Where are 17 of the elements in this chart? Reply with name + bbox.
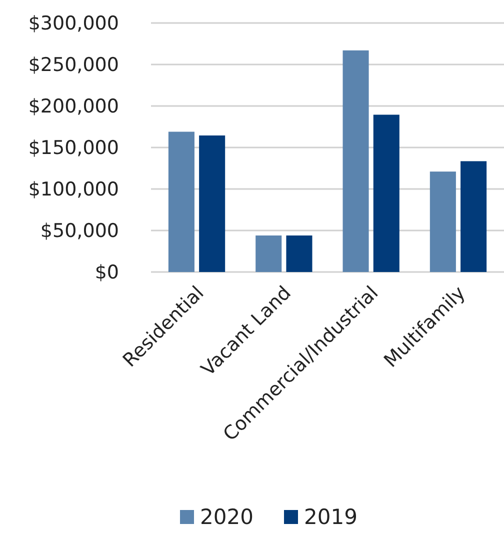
bar xyxy=(342,50,369,272)
y-tick-label: $300,000 xyxy=(28,12,119,35)
y-tick-label: $50,000 xyxy=(40,220,119,242)
legend-label: 2020 xyxy=(200,505,254,529)
bar xyxy=(460,161,487,272)
bar xyxy=(286,235,312,272)
bar xyxy=(373,114,400,272)
bar xyxy=(430,172,456,272)
y-tick-label: $200,000 xyxy=(28,96,119,118)
y-tick-label: $150,000 xyxy=(28,137,119,160)
y-tick-label: $0 xyxy=(94,262,119,284)
bar xyxy=(256,235,282,272)
bar xyxy=(168,132,194,272)
y-tick-label: $100,000 xyxy=(28,178,119,201)
y-tick-label: $250,000 xyxy=(28,54,119,76)
bar xyxy=(199,135,226,272)
legend-label: 2019 xyxy=(304,505,358,529)
